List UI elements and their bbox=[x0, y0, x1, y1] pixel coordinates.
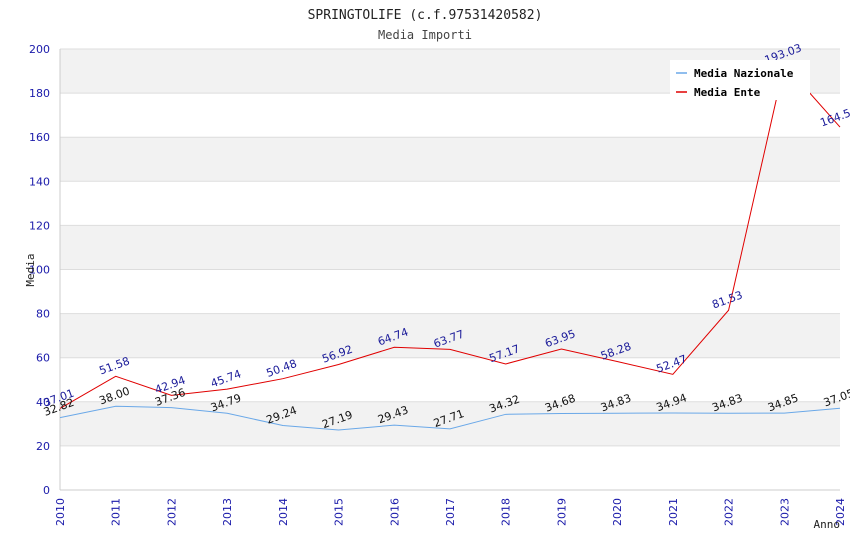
band bbox=[60, 269, 840, 314]
x-tick-label: 2021 bbox=[667, 498, 680, 526]
band bbox=[60, 357, 840, 402]
legend-label: Media Nazionale bbox=[694, 67, 794, 80]
x-tick-label: 2019 bbox=[555, 498, 568, 526]
x-tick-label: 2023 bbox=[778, 498, 791, 526]
series-line bbox=[59, 405, 841, 431]
y-axis-ticks: 0 20 40 60 80 100 120 140 160 180 200 bbox=[29, 43, 50, 497]
band bbox=[60, 93, 840, 138]
y-tick-label: 0 bbox=[43, 484, 50, 497]
band bbox=[60, 181, 840, 226]
x-tick-label: 2018 bbox=[500, 498, 513, 526]
y-tick-label: 140 bbox=[29, 175, 50, 188]
gridlines bbox=[59, 48, 840, 491]
x-tick-label: 2017 bbox=[444, 498, 457, 526]
y-tick-label: 40 bbox=[36, 396, 50, 409]
y-tick-label: 80 bbox=[36, 308, 50, 321]
chart-subtitle: Media Importi bbox=[378, 28, 472, 42]
legend-label: Media Ente bbox=[694, 86, 761, 99]
y-tick-label: 200 bbox=[29, 43, 50, 56]
x-tick-label: 2020 bbox=[611, 498, 624, 526]
x-tick-label: 2016 bbox=[388, 498, 401, 526]
x-axis-ticks: 2010 2011 2012 2013 2014 2015 2016 2017 2018 2019… bbox=[54, 498, 847, 526]
series-lines bbox=[59, 63, 841, 431]
x-tick-label: 2015 bbox=[333, 498, 346, 526]
series-line bbox=[59, 63, 841, 409]
x-axis-label: Anno bbox=[814, 518, 841, 531]
background-bands bbox=[60, 49, 840, 490]
x-tick-label: 2011 bbox=[110, 498, 123, 526]
x-tick-label: 2012 bbox=[165, 498, 178, 526]
y-axis-label: Media bbox=[24, 253, 37, 286]
x-tick-label: 2013 bbox=[221, 498, 234, 526]
x-tick-label: 2024 bbox=[834, 498, 847, 526]
y-tick-label: 180 bbox=[29, 87, 50, 100]
legend-box bbox=[670, 60, 810, 100]
legend: Media Nazionale Media Ente bbox=[670, 60, 810, 100]
chart-title: SPRINGTOLIFE (c.f.97531420582) bbox=[308, 8, 543, 23]
y-tick-label: 20 bbox=[36, 440, 50, 453]
y-tick-label: 160 bbox=[29, 131, 50, 144]
y-tick-label: 100 bbox=[29, 264, 50, 277]
band bbox=[60, 445, 840, 490]
y-tick-label: 120 bbox=[29, 219, 50, 232]
band bbox=[60, 225, 840, 270]
y-tick-label: 60 bbox=[36, 352, 50, 365]
x-tick-label: 2014 bbox=[277, 498, 290, 526]
x-tick-label: 2022 bbox=[723, 498, 736, 526]
band bbox=[60, 137, 840, 182]
band bbox=[60, 313, 840, 358]
x-tick-label: 2010 bbox=[54, 498, 67, 526]
